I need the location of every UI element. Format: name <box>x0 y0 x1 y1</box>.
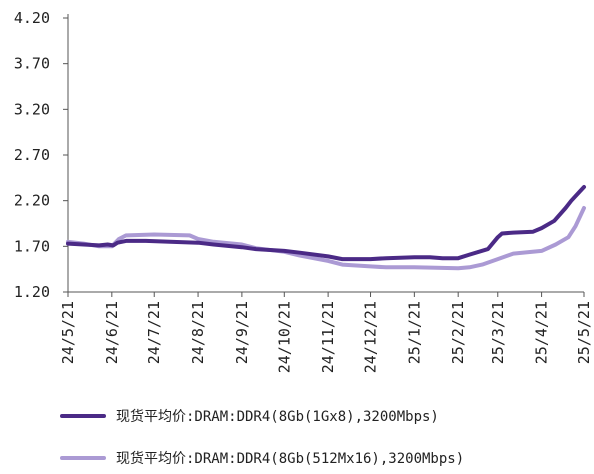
x-tick-label: 25/4/21 <box>533 301 551 364</box>
legend-swatch-ddr4-512mx16 <box>60 456 106 460</box>
x-tick-label: 25/5/21 <box>575 301 593 364</box>
legend-item-ddr4-512mx16: 现货平均价:DRAM:DDR4(8Gb(512Mx16),3200Mbps) <box>60 446 580 470</box>
y-tick-label: 3.70 <box>14 55 50 73</box>
y-tick-label: 4.20 <box>14 9 50 27</box>
x-tick-label: 25/2/21 <box>449 301 467 364</box>
y-axis: 1.20 1.70 2.20 2.70 3.20 3.70 4.20 <box>14 9 69 301</box>
x-tick-label: 24/12/21 <box>362 301 380 373</box>
x-axis: 24/5/21 24/6/21 24/7/21 24/8/21 24/9/21 24/10… <box>59 291 593 373</box>
x-tick-label: 24/8/21 <box>189 301 207 364</box>
x-tick-label: 24/5/21 <box>59 301 77 364</box>
y-tick-label: 2.70 <box>14 146 50 164</box>
series-line-0 <box>66 185 586 262</box>
x-tick-label: 25/3/21 <box>489 301 507 364</box>
y-tick-label: 2.20 <box>14 192 50 210</box>
x-tick-label: 24/11/21 <box>319 301 337 373</box>
x-tick-label: 25/1/21 <box>405 301 423 364</box>
x-tick-label: 24/7/21 <box>145 301 163 364</box>
legend-item-ddr4-1gx8: 现货平均价:DRAM:DDR4(8Gb(1Gx8),3200Mbps) <box>60 404 580 428</box>
x-tick-label: 24/10/21 <box>275 301 293 373</box>
line-chart: 1.20 1.70 2.20 2.70 3.20 3.70 4.20 24/5/21 24/6… <box>14 9 593 373</box>
legend-label-ddr4-512mx16: 现货平均价:DRAM:DDR4(8Gb(512Mx16),3200Mbps) <box>116 451 465 467</box>
y-tick-label: 1.70 <box>14 237 50 255</box>
x-tick-label: 24/6/21 <box>103 301 121 364</box>
series-layer <box>66 185 586 271</box>
series-line-1 <box>66 206 586 271</box>
y-tick-label: 1.20 <box>14 283 50 301</box>
legend-swatch-ddr4-1gx8 <box>60 414 106 418</box>
x-tick-label: 24/9/21 <box>233 301 251 364</box>
y-tick-label: 3.20 <box>14 100 50 118</box>
legend-label-ddr4-1gx8: 现货平均价:DRAM:DDR4(8Gb(1Gx8),3200Mbps) <box>116 409 439 425</box>
